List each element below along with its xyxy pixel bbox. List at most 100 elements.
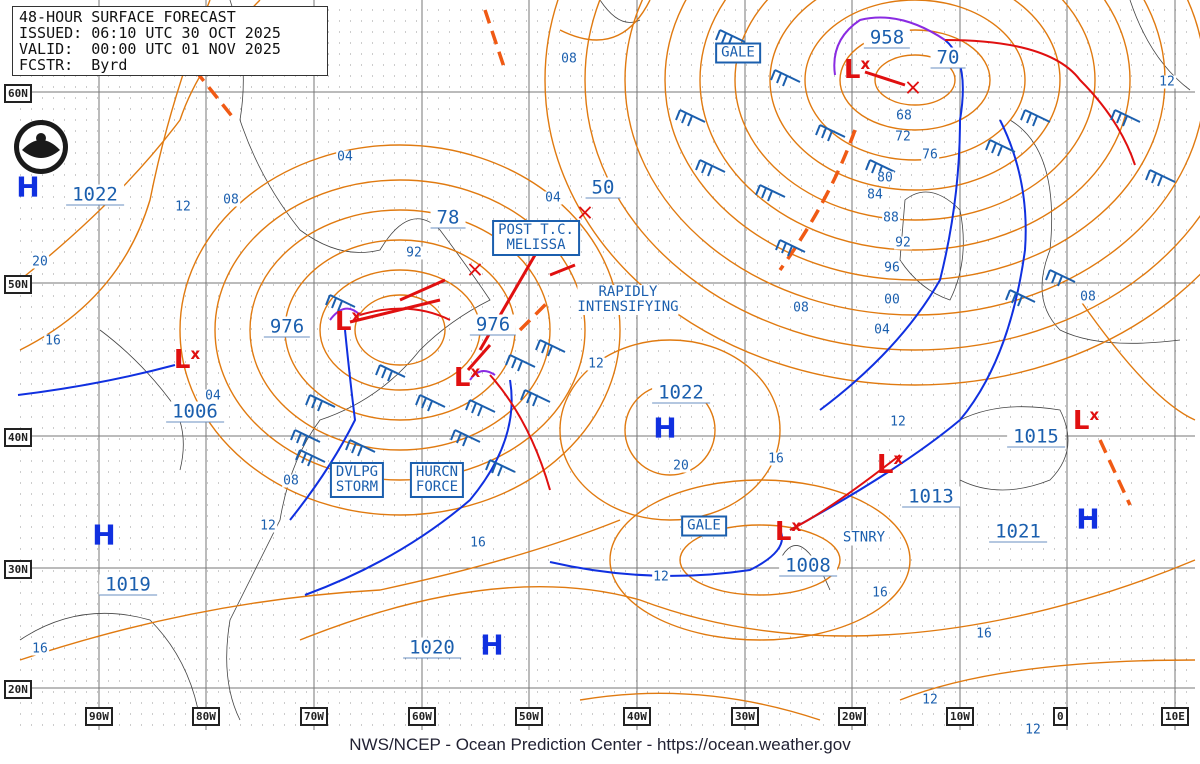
pressure-value: 976 [263,316,311,338]
isobar-label: 72 [894,129,912,145]
longitude-label: 0 [1053,707,1068,726]
isobar-label: 68 [895,108,913,124]
issued-time: ISSUED: 06:10 UTC 30 OCT 2025 [19,24,281,42]
forecast-position-marker: × [465,257,485,283]
coastline [779,545,831,591]
storm-track-arrow [864,70,906,87]
coastline [959,406,1069,491]
cold-front [17,364,176,396]
high-pressure-center: H [16,170,40,204]
cold-front [289,329,357,521]
isobar-label: 16 [975,626,993,642]
rapidly-intensifying-label: RAPIDLY INTENSIFYING [577,284,679,315]
low-marker: x [470,363,481,381]
isobar-label: 96 [883,260,901,276]
isobar-label: 16 [31,641,49,657]
forecaster: FCSTR: Byrd [19,56,128,74]
longitude-label: 50W [515,707,543,726]
trough-line [518,298,552,332]
wind-barb [715,29,746,47]
isobar-label: 04 [336,149,354,165]
warm-front [944,39,1136,166]
isobar-label: 16 [469,535,487,551]
trough-line [1098,439,1132,506]
high-pressure-center: H [1076,502,1100,536]
wind-barb [865,159,896,177]
storm-track-arrow [399,278,446,302]
wind-barb [815,124,846,142]
longitude-label: 90W [85,707,113,726]
latitude-label: 60N [4,84,32,103]
trough-line [193,68,237,122]
isobar-label: 08 [282,473,300,489]
trough-line [778,129,857,272]
wind-barb [1145,169,1176,187]
cold-front [549,529,783,577]
isobar-label: 16 [871,585,889,601]
longitude-label: 20W [838,707,866,726]
low-marker: x [791,517,802,535]
isobar-label: 80 [876,170,894,186]
isobar-label: 12 [587,356,605,372]
warm-front [789,454,901,531]
low-letter: L [334,307,352,337]
isobar-label: 08 [1079,289,1097,305]
isobar-label: 08 [222,192,240,208]
longitude-label: 60W [408,707,436,726]
coastline [1009,119,1181,344]
isobar-label: 12 [174,199,192,215]
isobar-label: 04 [204,388,222,404]
post-tropical-cyclone-label: POST T.C. MELISSA [492,220,580,256]
isobar-label: 04 [544,190,562,206]
wind-barb [675,109,706,127]
isobar-label: 16 [44,333,62,349]
wind-barb [305,394,336,412]
storm-track-arrow [549,263,576,277]
wind-barb [325,294,356,312]
wind-barb [1005,289,1036,307]
latitude-label: 40N [4,428,32,447]
isobar [179,144,621,516]
forecast-title: 48-HOUR SURFACE FORECAST [19,8,236,26]
pressure-value: 1019 [99,574,157,596]
low-letter: L [453,363,471,393]
coastline [19,612,201,721]
low-marker: x [860,55,871,73]
isobar-label: 92 [894,235,912,251]
wind-barb [770,69,801,87]
wind-barb [295,449,326,467]
footer-credit: NWS/NCEP - Ocean Prediction Center - htt… [0,734,1200,764]
cold-front [789,119,1027,531]
latitude-label: 30N [4,560,32,579]
isobar-label: 88 [882,210,900,226]
forecast-header: 48-HOUR SURFACE FORECAST ISSUED: 06:10 U… [12,6,328,76]
latitude-label: 50N [4,275,32,294]
isobar-label: 20 [31,254,49,270]
isobar-label: 12 [652,569,670,585]
pressure-value: 70 [930,47,966,69]
low-pressure-center: Lx [775,517,801,547]
low-marker: x [190,345,201,363]
isobar [559,339,781,521]
wind-barb [535,339,566,357]
wind-barb [985,139,1016,157]
coastline [226,0,491,721]
wind-barb [775,239,806,257]
isobar [249,209,551,451]
isobar-label: 16 [767,451,785,467]
low-marker: x [351,307,362,325]
isobar [899,659,1196,701]
isobar-label: 12 [921,692,939,708]
forecast-position-marker: × [903,75,923,101]
coastline [1129,0,1191,91]
occluded-front [329,307,361,321]
low-pressure-center: Lx [454,363,480,393]
pressure-value: 50 [585,177,621,199]
pressure-value: 1022 [652,382,710,404]
pressure-value: 1013 [902,486,960,508]
wind-barb [695,159,726,177]
isobar-label: 84 [866,187,884,203]
wind-barb [755,184,786,202]
longitude-label: 10W [946,707,974,726]
